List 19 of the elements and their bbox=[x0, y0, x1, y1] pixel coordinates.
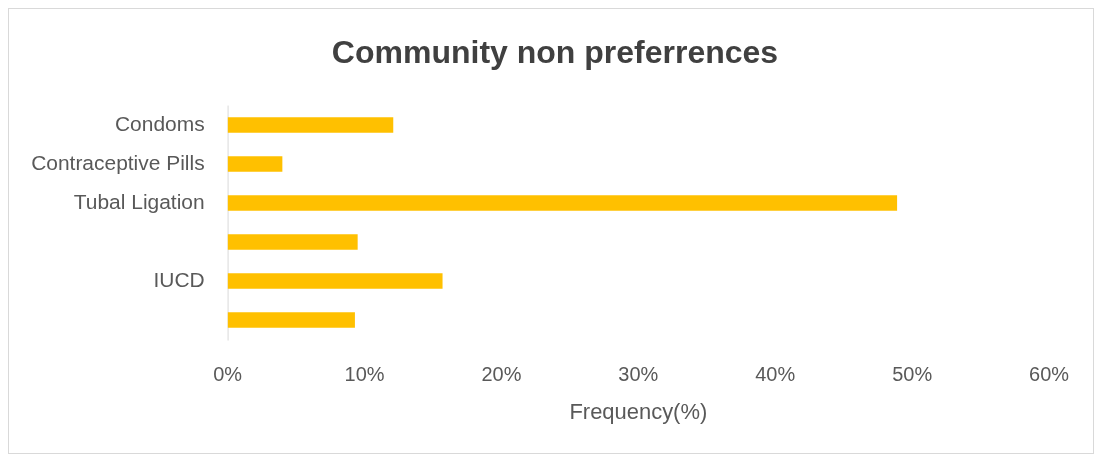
x-tick-label: 60% bbox=[1029, 362, 1070, 385]
y-tick-label: Contraceptive Pills bbox=[31, 150, 205, 174]
bar bbox=[227, 234, 358, 250]
bar bbox=[227, 273, 443, 289]
chart-title: Community non preferrences bbox=[330, 33, 780, 71]
x-tick-label: 0% bbox=[213, 362, 243, 385]
x-axis-title: Frequency(%) bbox=[569, 399, 708, 425]
bar bbox=[227, 195, 898, 211]
x-tick-label: 30% bbox=[618, 362, 659, 385]
x-tick-label: 50% bbox=[892, 362, 933, 385]
bar bbox=[227, 117, 394, 133]
y-tick-label: Condoms bbox=[114, 111, 205, 135]
y-tick-label: IUCD bbox=[153, 267, 205, 291]
bar bbox=[227, 312, 355, 328]
y-tick-label: Tubal Ligation bbox=[73, 189, 205, 213]
x-tick-label: 40% bbox=[755, 362, 796, 385]
bar bbox=[227, 156, 283, 172]
x-tick-label: 10% bbox=[344, 362, 385, 385]
x-tick-label: 20% bbox=[481, 362, 522, 385]
